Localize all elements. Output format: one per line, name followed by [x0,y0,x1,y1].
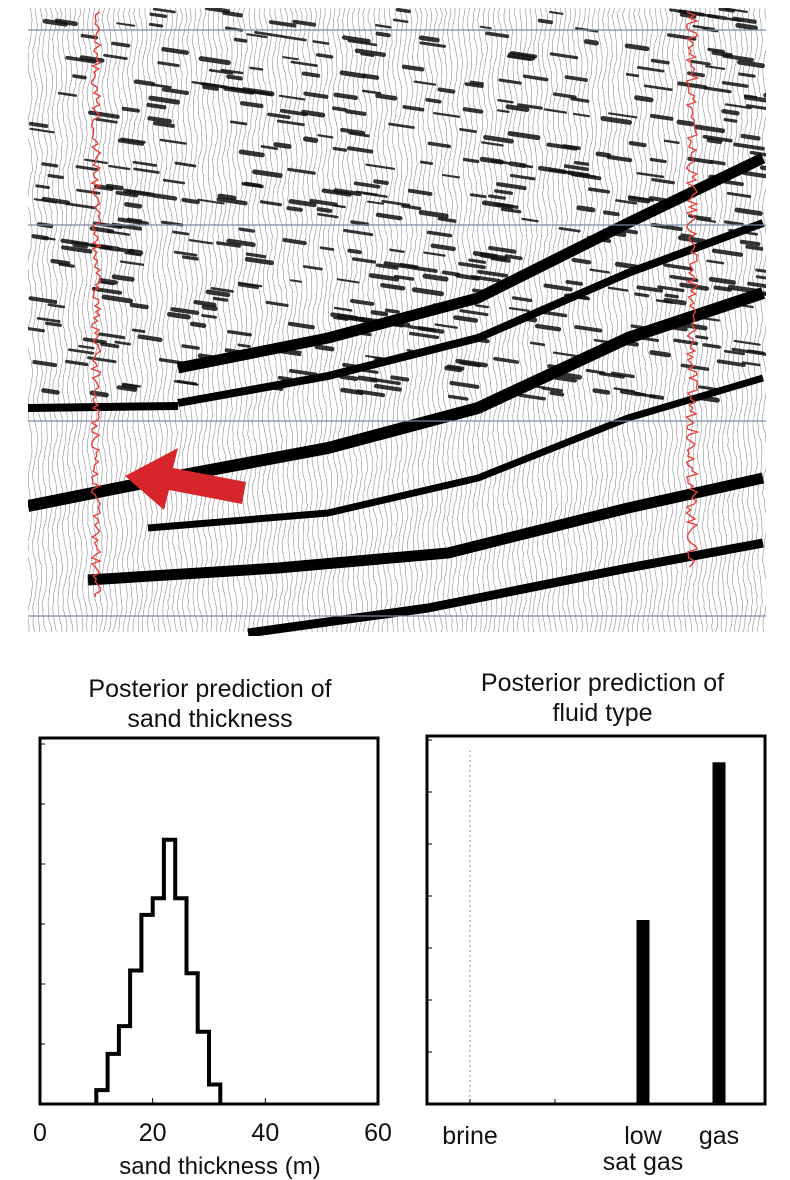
thickness-title-line-1: Posterior prediction of [88,675,332,703]
bars [636,762,726,1104]
x-category-label: gas [699,1122,739,1150]
x-tick-label: 40 [251,1119,279,1147]
x-axis-label: sand thickness (m) [119,1153,320,1180]
thickness-chart-title: Posterior prediction of sand thickness [40,674,380,734]
y-ticks [40,743,45,1045]
seismic-gridlines [28,29,766,617]
bar-low-sat-gas [636,920,650,1104]
fluid-title-line-2: fluid type [552,699,653,727]
red-arrow-icon [125,448,246,510]
x-category-label: low [624,1122,662,1150]
well-log-left [89,11,103,598]
x-category-label: brine [442,1122,498,1150]
seismic-section [28,8,766,636]
well-log-right [685,11,700,568]
y-ticks [427,739,720,1104]
bar-gas [712,762,726,1104]
thickness-histogram-line [94,837,223,1104]
x-category-label: sat gas [603,1148,684,1176]
thickness-title-line-2: sand thickness [127,705,293,733]
seismic-reflectors [28,153,766,636]
x-tick-label: 60 [364,1119,392,1147]
fluid-chart-title: Posterior prediction of fluid type [430,668,775,728]
x-tick-label: 20 [139,1119,167,1147]
plot-frame [425,734,767,1106]
x-tick-label: 0 [33,1119,47,1147]
fluid-title-line-1: Posterior prediction of [480,669,725,697]
seismic-wiggles [28,8,766,633]
x-ticks: 0 20 40 60 [33,1098,392,1147]
plot-frame [38,736,380,1106]
thickness-histogram-chart: 0 20 40 60 sand thickness (m) [33,736,392,1180]
